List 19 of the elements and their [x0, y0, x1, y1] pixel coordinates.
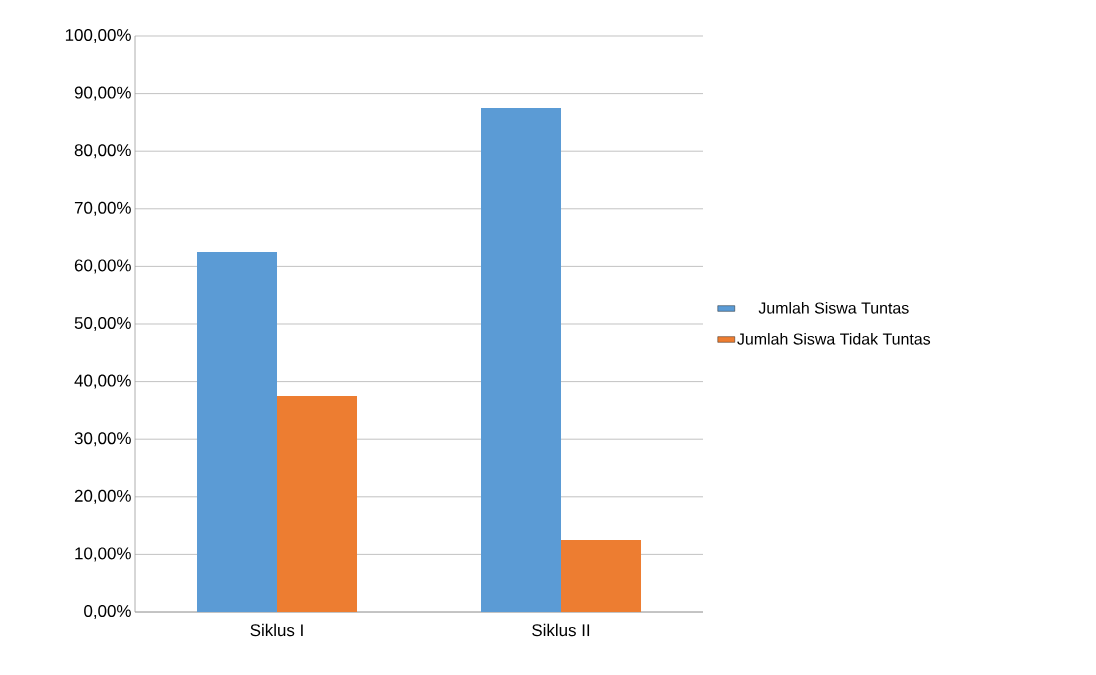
bar — [481, 107, 561, 612]
legend-label: Jumlah Siswa Tidak Tuntas — [737, 332, 931, 345]
bar — [277, 396, 357, 612]
y-tick-label: 30,00% — [74, 432, 131, 447]
y-tick-label: 40,00% — [74, 374, 131, 389]
y-tick-label: 20,00% — [74, 489, 131, 504]
x-tick-label: Siklus II — [532, 623, 590, 637]
y-tick-label: 50,00% — [74, 317, 131, 331]
legend-label: Jumlah Siswa Tuntas — [758, 301, 909, 314]
y-tick-label: 70,00% — [74, 201, 131, 216]
y-tick-label: 90,00% — [74, 86, 131, 101]
y-tick-label: 0,00% — [84, 605, 131, 619]
y-tick-label: 100,00% — [65, 28, 131, 43]
x-tick-label: Siklus I — [250, 623, 303, 637]
bar — [197, 252, 277, 612]
y-tick-label: 60,00% — [74, 259, 131, 274]
y-tick-label: 80,00% — [74, 144, 131, 159]
y-tick-label: 10,00% — [75, 547, 131, 562]
bar — [561, 540, 642, 612]
